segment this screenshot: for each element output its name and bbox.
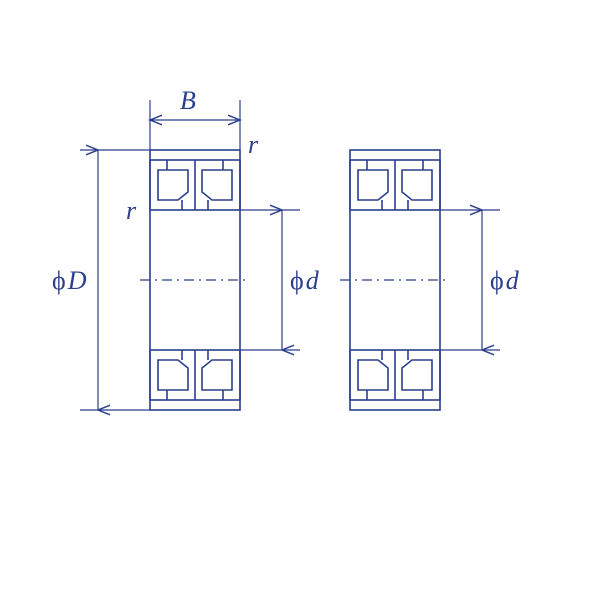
right-view	[340, 150, 450, 410]
label-phi-d-right: ϕd	[490, 268, 519, 294]
phi-D-text: D	[68, 266, 87, 295]
phi-symbol: ϕ	[290, 266, 304, 295]
left-top-roller	[150, 160, 240, 210]
phi-symbol: ϕ	[490, 266, 504, 295]
phi-d-right-text: d	[506, 266, 519, 295]
diagram-svg	[0, 0, 600, 600]
right-bottom-roller	[350, 350, 440, 400]
left-bottom-roller	[150, 350, 240, 400]
label-r-top: r	[248, 132, 258, 158]
phi-d-left-text: d	[306, 266, 319, 295]
label-phi-D: ϕD	[52, 268, 86, 294]
dim-phi-D	[80, 150, 150, 410]
phi-symbol: ϕ	[52, 266, 66, 295]
label-B: B	[180, 88, 196, 114]
right-top-roller	[350, 160, 440, 210]
label-phi-d-left: ϕd	[290, 268, 319, 294]
label-r-left: r	[126, 198, 136, 224]
diagram-canvas: B r r ϕD ϕd ϕd	[0, 0, 600, 600]
left-view	[140, 150, 250, 410]
